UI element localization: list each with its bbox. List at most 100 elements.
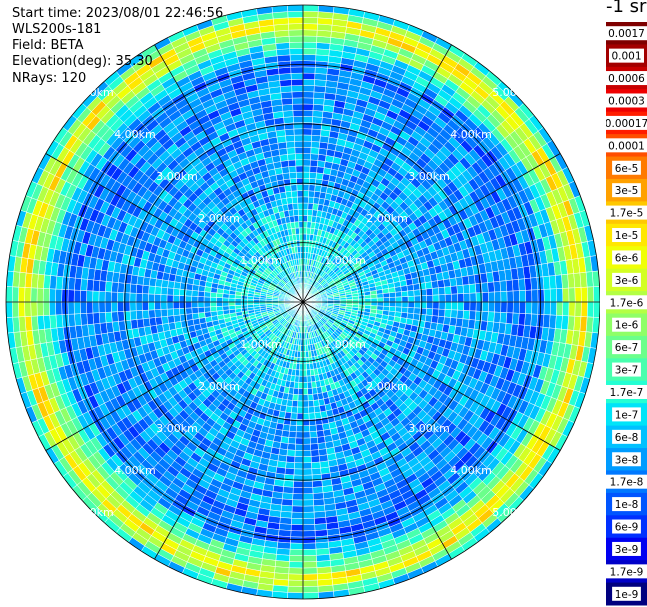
range-bin: [302, 227, 308, 235]
range-bin: [525, 301, 533, 315]
range-bin: [288, 573, 304, 581]
range-bin: [376, 297, 384, 303]
range-bin: [185, 307, 193, 315]
range-bin: [302, 66, 316, 74]
range-bin: [313, 97, 325, 106]
range-bin: [281, 430, 290, 438]
range-bin: [228, 297, 236, 303]
range-bin: [302, 394, 309, 402]
range-bin: [117, 292, 125, 303]
range-bin: [166, 287, 175, 296]
range-bin: [293, 480, 304, 488]
range-bin: [282, 486, 294, 494]
range-bin: [302, 134, 313, 142]
range-bin: [307, 400, 315, 408]
range-bin: [36, 287, 44, 303]
range-bin: [284, 467, 295, 476]
range-bin: [519, 290, 527, 303]
range-bin: [376, 293, 384, 299]
range-bin: [462, 284, 471, 294]
range-bin: [111, 281, 119, 293]
range-bin: [24, 301, 32, 317]
range-bin: [389, 301, 397, 308]
range-bin: [450, 285, 458, 295]
range-bin: [352, 298, 359, 303]
range-bin: [407, 290, 415, 297]
range-bin: [302, 425, 311, 433]
range-bin: [302, 208, 309, 216]
range-bin: [203, 291, 211, 298]
range-bin: [314, 66, 328, 75]
range-bin: [307, 196, 315, 204]
range-bin: [302, 221, 308, 229]
range-bin: [407, 301, 415, 309]
range-bin: [302, 184, 310, 192]
range-bin: [315, 172, 324, 181]
range-bin: [172, 294, 180, 303]
range-bin: [295, 425, 304, 433]
range-bin: [282, 492, 294, 500]
range-bin: [67, 289, 75, 303]
range-bin: [407, 295, 415, 303]
range-bin: [302, 592, 319, 600]
range-bin: [302, 116, 313, 124]
range-bin: [185, 289, 193, 297]
range-bin: [395, 301, 403, 308]
range-bin: [506, 290, 514, 303]
range-bin: [79, 290, 87, 303]
range-bin: [185, 295, 193, 303]
range-bin: [313, 91, 326, 100]
range-bin: [444, 301, 452, 311]
range-bin: [518, 313, 526, 326]
range-bin: [306, 375, 312, 383]
range-bin: [388, 287, 396, 294]
range-bin: [222, 305, 230, 311]
range-bin: [302, 548, 317, 556]
range-bin: [383, 297, 390, 303]
range-bin: [98, 301, 106, 313]
range-bin: [586, 286, 595, 303]
range-bin: [191, 312, 200, 320]
range-bin: [297, 394, 304, 402]
range-bin: [316, 430, 325, 438]
range-bin: [92, 301, 100, 314]
range-bin: [283, 480, 294, 488]
range-bin: [370, 297, 378, 303]
range-bin: [364, 301, 372, 306]
range-bin: [228, 305, 236, 311]
range-bin: [310, 147, 320, 155]
range-bin: [462, 310, 471, 320]
range-bin: [310, 443, 319, 451]
range-bin: [568, 301, 576, 317]
range-bin: [456, 309, 464, 320]
range-bin: [290, 530, 304, 538]
range-bin: [290, 524, 304, 532]
range-bin: [358, 298, 366, 303]
range-bin: [302, 17, 319, 25]
range-bin: [531, 301, 539, 315]
range-bin: [42, 301, 50, 316]
range-bin: [5, 286, 13, 303]
range-bin: [311, 461, 321, 470]
range-bin: [160, 301, 168, 310]
range-bin: [302, 437, 311, 445]
range-bin: [167, 315, 175, 324]
range-bin: [302, 499, 314, 507]
range-bin: [292, 394, 299, 402]
range-bin: [401, 301, 409, 308]
range-bin: [148, 285, 156, 295]
range-bin: [129, 310, 138, 321]
range-bin: [310, 449, 320, 457]
range-bin: [285, 455, 296, 463]
range-bin: [438, 286, 446, 296]
range-bin: [30, 301, 38, 317]
range-bin: [370, 301, 378, 307]
range-bin: [308, 184, 316, 192]
range-bin: [487, 311, 495, 323]
range-bin: [313, 399, 320, 407]
range-bin: [135, 292, 143, 303]
range-bin: [519, 301, 527, 314]
range-bin: [289, 424, 297, 433]
range-bin: [302, 202, 309, 210]
range-bin: [568, 287, 576, 303]
